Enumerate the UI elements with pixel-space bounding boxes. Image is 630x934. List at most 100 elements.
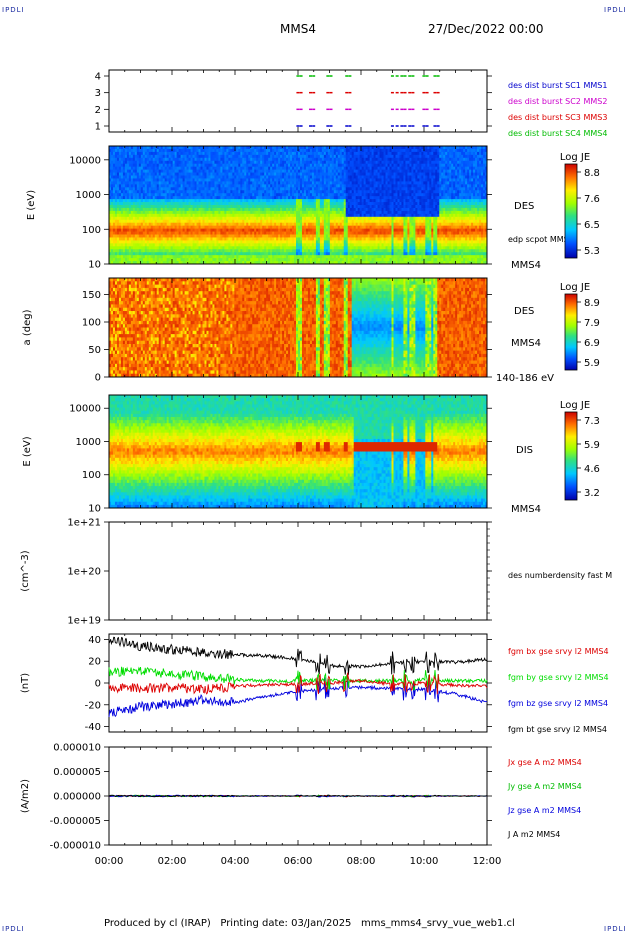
heatmap-cell xyxy=(126,193,130,197)
heatmap-cell xyxy=(130,157,134,162)
heatmap-cell xyxy=(144,160,148,165)
heatmap-cell xyxy=(109,160,112,165)
heatmap-cell xyxy=(172,225,176,229)
heatmap-cell xyxy=(110,146,114,150)
heatmap-cell xyxy=(166,240,170,244)
heatmap-cell xyxy=(128,160,132,165)
heatmap-cell xyxy=(136,205,140,209)
heatmap-cell xyxy=(132,210,136,215)
heatmap-cell xyxy=(158,225,162,229)
heatmap-cell xyxy=(132,213,136,218)
heatmap-cell xyxy=(122,258,126,262)
heatmap-cell xyxy=(148,146,152,150)
heatmap-cell xyxy=(136,184,140,188)
heatmap-cell xyxy=(162,178,166,182)
heatmap-cell xyxy=(110,202,114,206)
heatmap-cell xyxy=(116,184,120,188)
heatmap-cell xyxy=(124,219,128,224)
heatmap-cell xyxy=(120,178,124,182)
heatmap-cell xyxy=(110,160,114,165)
heatmap-cell xyxy=(120,190,124,194)
heatmap-cell xyxy=(166,166,170,170)
heatmap-cell xyxy=(112,172,116,176)
heatmap-cell xyxy=(164,193,168,197)
heatmap-cell xyxy=(126,246,130,250)
heatmap-cell xyxy=(156,166,160,170)
heatmap-cell xyxy=(132,193,136,197)
heatmap-cell xyxy=(160,258,164,262)
heatmap-cell xyxy=(142,175,146,179)
heatmap-cell xyxy=(152,261,156,265)
heatmap-cell xyxy=(130,210,134,215)
heatmap-cell xyxy=(120,172,124,176)
heatmap-cell xyxy=(160,222,164,227)
heatmap-cell xyxy=(118,216,122,221)
heatmap-cell xyxy=(126,255,130,259)
heatmap-cell xyxy=(144,196,148,200)
heatmap-cell xyxy=(160,213,164,218)
heatmap-cell xyxy=(170,151,174,156)
heatmap-cell xyxy=(162,160,166,165)
heatmap-cell xyxy=(142,151,146,156)
heatmap-cell xyxy=(136,246,140,250)
heatmap-cell xyxy=(120,187,124,191)
heatmap-cell xyxy=(154,181,158,185)
heatmap-cell xyxy=(162,255,166,259)
heatmap-cell xyxy=(144,154,148,159)
heatmap-cell xyxy=(130,216,134,221)
heatmap-cell xyxy=(164,154,168,159)
heatmap-cell xyxy=(150,243,154,247)
heatmap-cell xyxy=(134,157,138,162)
heatmap-cell xyxy=(136,181,140,185)
heatmap-cell xyxy=(132,219,136,224)
heatmap-cell xyxy=(168,193,172,197)
heatmap-cell xyxy=(126,228,130,232)
heatmap-cell xyxy=(156,258,160,262)
heatmap-cell xyxy=(148,237,152,241)
heatmap-cell xyxy=(122,160,126,165)
heatmap-cell xyxy=(128,243,132,247)
heatmap-cell xyxy=(168,225,172,229)
heatmap-cell xyxy=(154,234,158,238)
heatmap-cell xyxy=(152,249,156,253)
heatmap-cell xyxy=(132,166,136,170)
heatmap-cell xyxy=(142,148,146,153)
heatmap-cell xyxy=(138,172,142,176)
heatmap-cell xyxy=(152,210,156,215)
heatmap-cell xyxy=(160,154,164,159)
heatmap-cell xyxy=(162,163,166,168)
heatmap-cell xyxy=(134,207,138,212)
heatmap-cell xyxy=(152,166,156,170)
heatmap-cell xyxy=(134,252,138,256)
heatmap-cell xyxy=(120,181,124,185)
heatmap-cell xyxy=(148,205,152,209)
heatmap-cell xyxy=(150,151,154,156)
heatmap-cell xyxy=(142,166,146,170)
heatmap-cell xyxy=(126,207,130,212)
heatmap-cell xyxy=(118,210,122,215)
heatmap-cell xyxy=(114,184,118,188)
heatmap-cell xyxy=(138,258,142,262)
heatmap-cell xyxy=(114,166,118,170)
heatmap-cell xyxy=(130,234,134,238)
heatmap-cell xyxy=(154,246,158,250)
heatmap-cell xyxy=(128,261,132,265)
heatmap-cell xyxy=(158,210,162,215)
heatmap-cell xyxy=(148,154,152,159)
heatmap-cell xyxy=(166,148,170,153)
heatmap-cell xyxy=(172,187,176,191)
heatmap-cell xyxy=(132,255,136,259)
heatmap-cell xyxy=(136,261,140,265)
heatmap-cell xyxy=(120,154,124,159)
heatmap-cell xyxy=(124,163,128,168)
heatmap-cell xyxy=(140,160,144,165)
heatmap-cell xyxy=(144,234,148,238)
heatmap-cell xyxy=(148,210,152,215)
heatmap-cell xyxy=(130,160,134,165)
heatmap-cell xyxy=(170,234,174,238)
heatmap-cell xyxy=(132,249,136,253)
heatmap-cell xyxy=(112,249,116,253)
heatmap-cell xyxy=(148,240,152,244)
heatmap-cell xyxy=(138,237,142,241)
heatmap-cell xyxy=(146,222,150,227)
